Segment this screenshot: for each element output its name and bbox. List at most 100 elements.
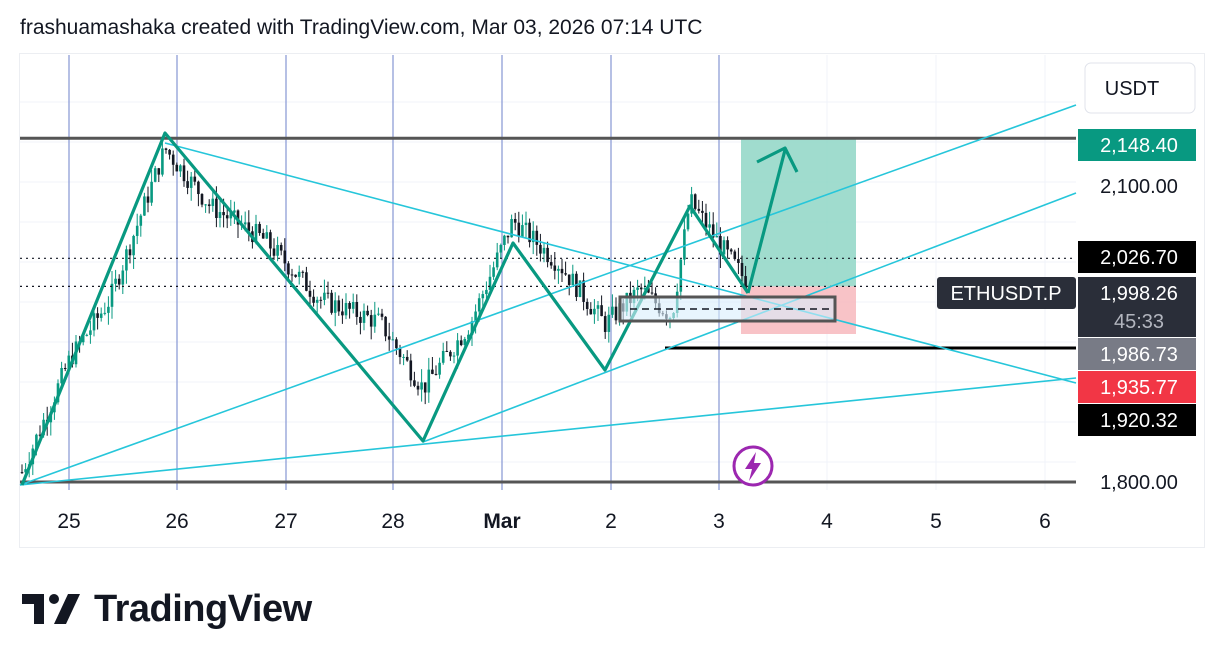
- y-axis-label: 2,100.00: [1100, 176, 1178, 198]
- candle-body: [607, 314, 611, 332]
- trendline: [19, 104, 1077, 486]
- x-axis-label: 25: [57, 510, 80, 533]
- candle-body: [719, 235, 722, 255]
- axis-layer: 25 26 27 28 Mar 2 3 4 5 6 2,100.00 1,800.00: [57, 176, 1178, 533]
- candle-body: [193, 176, 197, 182]
- candle-body: [81, 335, 85, 343]
- candle-body: [179, 165, 182, 172]
- candle-body: [549, 262, 553, 266]
- candle-body: [276, 244, 279, 256]
- symbol-tag: [937, 277, 1076, 309]
- candle-body: [107, 306, 110, 313]
- candle-body: [20, 472, 24, 474]
- candle-body: [402, 356, 405, 358]
- candle-body: [722, 240, 726, 255]
- candle-body: [261, 233, 265, 239]
- candle-body: [711, 224, 715, 238]
- candle-body: [175, 164, 179, 172]
- candle-body: [452, 355, 456, 357]
- candle-body: [132, 235, 135, 256]
- tradingview-logo-text: TradingView: [94, 588, 312, 630]
- candle-body: [582, 280, 585, 302]
- x-axis-label: 5: [930, 510, 942, 533]
- candle-body: [355, 302, 359, 317]
- candle-body: [272, 248, 276, 256]
- candle-body: [294, 274, 297, 277]
- trendline: [164, 142, 1077, 384]
- x-axis-label: 3: [713, 510, 725, 533]
- candle-body: [495, 252, 499, 268]
- candle-body: [589, 308, 593, 315]
- candle-body: [603, 316, 607, 332]
- candle-body: [351, 302, 355, 309]
- candle-body: [114, 278, 117, 284]
- candle-body: [567, 274, 571, 285]
- candle-body: [503, 235, 506, 245]
- tradingview-logo[interactable]: TradingView: [22, 588, 312, 631]
- candle-body: [521, 225, 524, 237]
- candle-body: [744, 276, 747, 290]
- candle-body: [42, 419, 45, 436]
- candle-body: [247, 222, 251, 232]
- candle-body: [92, 313, 96, 331]
- candle-body: [387, 336, 391, 340]
- x-axis-label: 4: [821, 510, 833, 533]
- candle-body: [441, 350, 445, 363]
- candle-body: [593, 308, 596, 315]
- candle-body: [729, 249, 733, 252]
- candle-body: [96, 313, 99, 318]
- candle-body: [269, 232, 272, 249]
- candle-body: [117, 278, 121, 285]
- candle-body: [578, 280, 582, 297]
- price-label-level-high-text: 2,026.70: [1100, 247, 1178, 269]
- candle-body: [405, 356, 409, 361]
- candle-body: [161, 148, 164, 175]
- candle-body: [535, 230, 539, 245]
- candle-body: [218, 212, 222, 218]
- candle-body: [395, 339, 398, 349]
- candle-body: [639, 287, 643, 290]
- candle-body: [236, 210, 240, 225]
- candle-body: [164, 148, 168, 150]
- candle-body: [125, 249, 128, 271]
- candle-body: [481, 294, 485, 299]
- candle-body: [528, 222, 531, 243]
- candle-body: [600, 305, 603, 317]
- candle-body: [427, 369, 431, 393]
- candle-body: [434, 373, 438, 375]
- currency-label: USDT: [1105, 78, 1159, 100]
- candle-body: [189, 176, 193, 188]
- candle-body: [531, 230, 535, 243]
- candle-body: [157, 168, 161, 175]
- candle-body: [416, 385, 420, 390]
- candle-body: [391, 339, 395, 341]
- candle-body: [38, 434, 42, 436]
- candle-body: [99, 313, 103, 318]
- candle-body: [265, 232, 269, 239]
- candle-body: [63, 367, 67, 369]
- lightning-icon-bolt: [745, 452, 761, 481]
- price-label-stop-text: 1,935.77: [1100, 377, 1178, 399]
- x-axis-label: 28: [381, 510, 404, 533]
- price-label-countdown: [1078, 305, 1196, 337]
- candle-body: [171, 154, 175, 165]
- candle-body: [636, 287, 639, 290]
- candle-body: [301, 271, 305, 273]
- candle-body: [182, 165, 186, 182]
- price-label-level-mid: [1078, 338, 1196, 370]
- candle-body: [215, 198, 218, 218]
- price-label-current: [1078, 277, 1196, 309]
- candle-body: [704, 212, 708, 228]
- candle-body: [225, 215, 229, 219]
- candle-body: [186, 181, 189, 188]
- candle-body: [229, 212, 233, 219]
- candle-body: [89, 330, 92, 335]
- arrow-head: [756, 146, 799, 173]
- candle-body: [290, 274, 294, 276]
- candle-body: [146, 196, 150, 203]
- candle-body: [726, 240, 729, 250]
- candle-body: [423, 382, 427, 393]
- candle-body: [431, 369, 434, 374]
- candle-body: [737, 259, 740, 263]
